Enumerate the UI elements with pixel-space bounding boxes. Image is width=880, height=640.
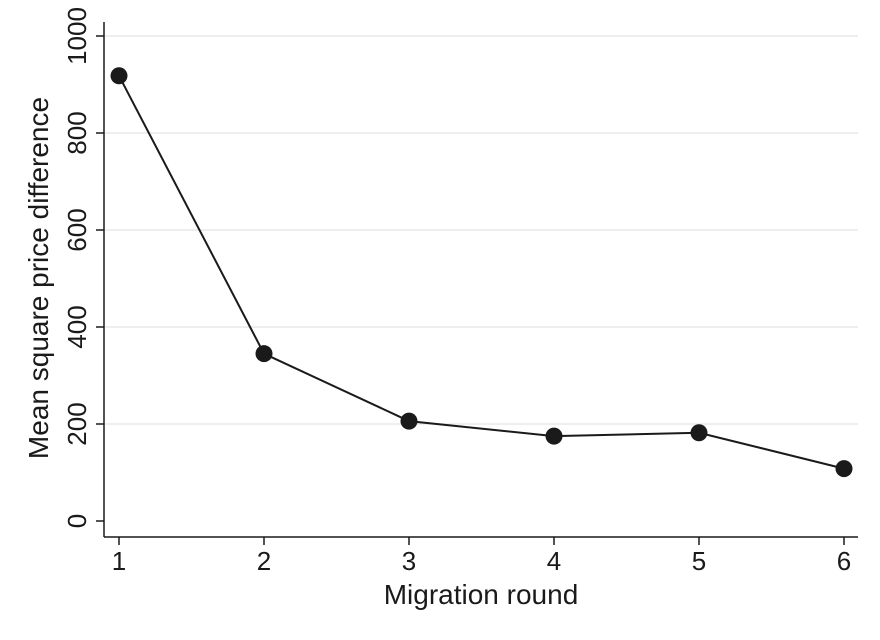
y-tick-label: 400 xyxy=(62,305,92,348)
y-tick-label: 800 xyxy=(62,111,92,154)
data-point xyxy=(110,67,128,85)
x-tick-label: 2 xyxy=(257,546,271,576)
x-axis-ticks: 1 2 3 4 5 6 xyxy=(112,537,851,576)
y-tick-label: 0 xyxy=(62,514,92,528)
axes xyxy=(103,22,858,538)
y-axis-title: Mean square price difference xyxy=(23,97,54,459)
data-point xyxy=(835,460,853,478)
x-tick-label: 1 xyxy=(112,546,126,576)
x-tick-label: 6 xyxy=(837,546,851,576)
series-line xyxy=(118,75,845,470)
y-tick-label: 1000 xyxy=(62,7,92,65)
y-axis-ticks: 0 200 400 600 800 1000 xyxy=(62,7,104,528)
x-tick-label: 4 xyxy=(547,546,561,576)
data-point xyxy=(690,424,708,442)
gridlines xyxy=(104,35,858,425)
data-point xyxy=(400,412,418,430)
x-tick-label: 5 xyxy=(692,546,706,576)
data-point xyxy=(255,345,273,363)
x-axis-title: Migration round xyxy=(384,579,579,610)
y-tick-label: 200 xyxy=(62,402,92,445)
series-group xyxy=(110,67,853,478)
y-tick-label: 600 xyxy=(62,208,92,251)
data-point xyxy=(545,427,563,445)
x-tick-label: 3 xyxy=(402,546,416,576)
